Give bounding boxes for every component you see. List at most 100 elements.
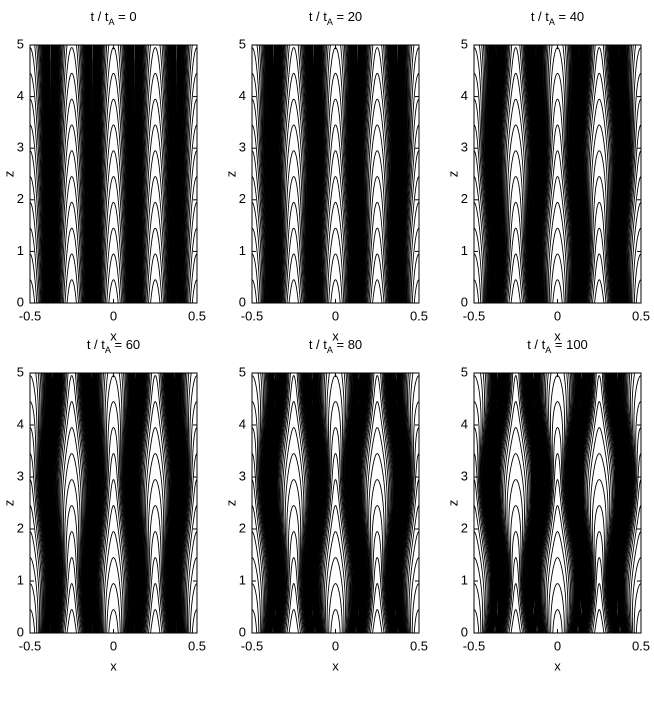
contour-line [624, 45, 634, 303]
contour-line [362, 45, 393, 303]
panel-title: t / tA = 20 [309, 9, 362, 27]
y-tick-label: 1 [461, 572, 468, 587]
contour-line [484, 45, 492, 303]
contour-line [278, 373, 309, 633]
contour-line [312, 439, 316, 626]
contour-line [179, 373, 188, 633]
contour-line [30, 453, 44, 633]
contour-line [30, 98, 44, 303]
y-tick-label: 3 [17, 468, 24, 483]
contour-line [510, 609, 521, 633]
x-axis-label: x [332, 658, 339, 673]
title-part: A [327, 17, 333, 27]
contour-line [618, 439, 622, 626]
contour-line [59, 124, 85, 303]
contour-line [405, 479, 419, 633]
contour-line [361, 45, 372, 303]
contour-line [474, 505, 487, 633]
contour-line [499, 45, 510, 303]
contour-line [181, 401, 197, 633]
contour-line [66, 609, 77, 633]
contour-line [402, 375, 419, 633]
contour-line [325, 531, 346, 633]
contour-line [187, 201, 197, 303]
title-part: = 0 [115, 9, 137, 24]
x-tick-label: 0.5 [410, 638, 428, 653]
y-tick-label: 1 [239, 572, 246, 587]
contour-line [106, 253, 121, 303]
contour-line [184, 479, 197, 633]
contour-line [133, 439, 136, 626]
title-part: = 40 [555, 9, 584, 24]
contour-line [501, 72, 530, 303]
contour-line [481, 45, 491, 303]
contour-line [184, 124, 197, 303]
contour-line [545, 505, 570, 633]
contour-line [324, 176, 347, 303]
contour-line [279, 375, 309, 633]
contour-line [622, 465, 625, 633]
contour-line [474, 227, 483, 303]
contour-line [630, 176, 641, 303]
contour-line [95, 373, 104, 633]
contours [252, 373, 419, 633]
contour-line [566, 45, 575, 303]
contour-line [496, 373, 500, 548]
contour-line [119, 45, 129, 303]
contour-line [90, 373, 92, 548]
contour-line [630, 531, 641, 633]
contour-line [503, 453, 529, 633]
contour-line [93, 465, 96, 633]
contour-line [410, 227, 419, 303]
contour-line [400, 465, 403, 633]
x-axis-label: x [110, 328, 117, 343]
contour-line [286, 583, 301, 633]
contour-line [363, 401, 392, 633]
contour-line [474, 279, 480, 303]
contour-line [405, 98, 419, 303]
contour-line [357, 373, 360, 548]
title-part: = 20 [333, 9, 362, 24]
contour-line [478, 45, 490, 303]
contour-line [58, 98, 86, 303]
contour-line [252, 531, 263, 633]
contour-line [252, 453, 267, 633]
contour-line [252, 557, 261, 633]
y-tick-label: 2 [461, 520, 468, 535]
contour-line [635, 279, 641, 303]
x-tick-label: -0.5 [463, 308, 485, 323]
contour-line [182, 427, 197, 633]
contour-line [252, 279, 258, 303]
contour-line [30, 505, 42, 633]
contour-line [63, 557, 81, 633]
contour-line [252, 47, 267, 303]
contour-line [617, 45, 620, 219]
contour-line [540, 45, 549, 303]
contour-line [56, 373, 87, 633]
contour-line [103, 531, 124, 633]
contour-line [148, 253, 163, 303]
contour-line [584, 45, 615, 303]
contour-line [326, 227, 345, 303]
contour-line [178, 373, 188, 633]
contour-line [280, 427, 308, 633]
x-axis-label: x [110, 658, 117, 673]
contour-line [174, 439, 177, 626]
contour-line [101, 479, 126, 633]
contour-line [403, 401, 419, 633]
contour-line [576, 110, 579, 296]
contour-line [362, 373, 393, 633]
y-tick-label: 5 [239, 364, 246, 379]
contour-line [541, 427, 574, 633]
contour-line [491, 45, 497, 163]
contour-line [474, 531, 485, 633]
contour-line [538, 465, 541, 633]
contour-line [274, 373, 278, 548]
contour-line [345, 45, 353, 303]
contour-line [142, 124, 168, 303]
title-part: t / t [531, 9, 549, 24]
contour-line [574, 465, 577, 633]
contour-line [181, 45, 190, 303]
contour-line [625, 47, 641, 303]
